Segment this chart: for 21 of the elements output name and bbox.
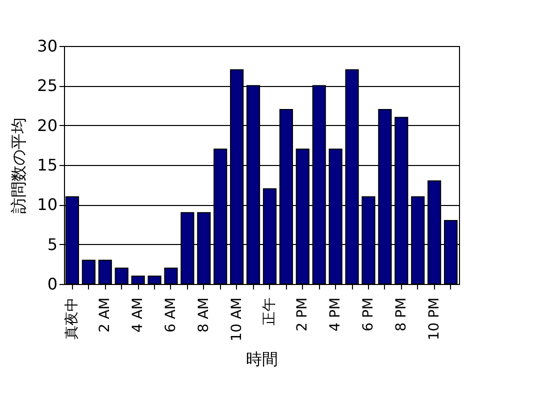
- y-tick-label: 5: [47, 234, 58, 254]
- x-tick-label: 8 PM: [393, 298, 410, 332]
- x-tick-label: 4 AM: [130, 298, 146, 333]
- x-tick-label: 2 AM: [97, 298, 114, 333]
- x-tick-label: 2 PM: [294, 298, 311, 332]
- x-tick-label: 6 PM: [360, 298, 376, 332]
- y-tick-label: 25: [37, 76, 58, 96]
- y-axis-title: 訪問数の平均: [9, 118, 28, 214]
- x-tick-label: 真夜中: [64, 298, 80, 340]
- y-tick-label: 15: [37, 156, 58, 174]
- x-tick-label: 6 AM: [162, 298, 179, 333]
- x-axis-title: 時間: [246, 349, 278, 368]
- x-tick-label: 8 AM: [196, 298, 212, 333]
- y-tick-label: 20: [37, 116, 58, 135]
- y-tick-label: 0: [47, 274, 58, 294]
- y-tick-label: 10: [37, 195, 58, 214]
- x-tick-label: 10 AM: [228, 298, 245, 342]
- y-tick-label: 30: [37, 36, 58, 56]
- x-tick-label: 10 PM: [426, 298, 442, 340]
- x-tick-label: 正午: [262, 298, 278, 326]
- x-tick-label: 4 PM: [328, 298, 344, 332]
